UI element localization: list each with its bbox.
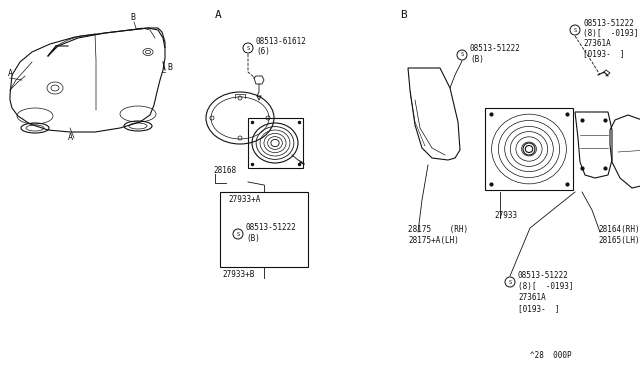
- Text: S: S: [460, 52, 463, 58]
- Text: S: S: [246, 45, 250, 51]
- Text: 28175    (RH): 28175 (RH): [408, 225, 468, 234]
- Bar: [248, 118, 303, 168]
- Bar: [220, 192, 308, 267]
- Text: 27933: 27933: [494, 211, 517, 220]
- Text: (B): (B): [470, 55, 484, 64]
- Text: ^28  000P: ^28 000P: [530, 351, 572, 360]
- Text: S: S: [236, 231, 239, 237]
- Text: 28165(LH): 28165(LH): [598, 236, 639, 245]
- Text: 28175+A(LH): 28175+A(LH): [408, 236, 459, 245]
- Text: B: B: [400, 10, 407, 20]
- Text: 27933+B: 27933+B: [222, 270, 254, 279]
- Text: 08513-51222: 08513-51222: [518, 271, 569, 280]
- Text: A: A: [215, 10, 221, 20]
- Text: S: S: [508, 279, 511, 285]
- Text: A: A: [68, 133, 73, 142]
- Bar: [485, 108, 573, 190]
- Text: A: A: [8, 69, 13, 78]
- Text: 08513-51222: 08513-51222: [583, 19, 634, 28]
- Text: 27933+A: 27933+A: [228, 195, 260, 204]
- Text: 08513-51222: 08513-51222: [246, 223, 297, 232]
- Text: (B): (B): [246, 234, 260, 243]
- Text: (6): (6): [256, 47, 270, 56]
- Text: 28168: 28168: [213, 166, 236, 175]
- Text: [0193-  ]: [0193- ]: [583, 49, 625, 58]
- Text: (8)[  -0193]: (8)[ -0193]: [518, 282, 573, 291]
- Text: B: B: [167, 63, 172, 72]
- Text: 27361A: 27361A: [518, 293, 546, 302]
- Text: S: S: [573, 28, 577, 32]
- Text: B: B: [130, 13, 135, 22]
- Text: 08513-51222: 08513-51222: [470, 44, 521, 53]
- Text: 28164(RH): 28164(RH): [598, 225, 639, 234]
- Text: (8)[  -0193]: (8)[ -0193]: [583, 29, 639, 38]
- Text: 27361A: 27361A: [583, 39, 611, 48]
- Text: [0193-  ]: [0193- ]: [518, 304, 559, 313]
- Text: 08513-61612: 08513-61612: [256, 37, 307, 46]
